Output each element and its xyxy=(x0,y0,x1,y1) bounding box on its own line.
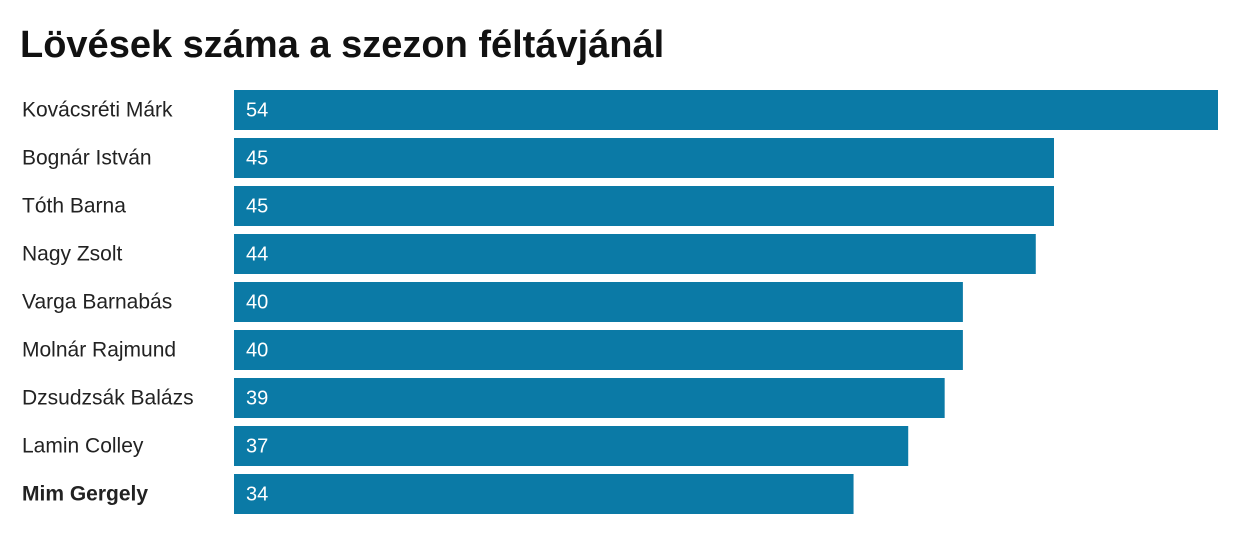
category-label: Tóth Barna xyxy=(22,195,126,218)
value-label: 45 xyxy=(246,195,268,217)
category-label: Lamin Colley xyxy=(22,435,144,458)
value-label: 40 xyxy=(246,291,268,313)
value-label: 40 xyxy=(246,339,268,361)
category-label: Kovácsréti Márk xyxy=(22,99,173,122)
bar xyxy=(234,330,963,370)
bar xyxy=(234,474,854,514)
value-label: 34 xyxy=(246,483,268,505)
category-label: Varga Barnabás xyxy=(22,291,172,314)
value-label: 45 xyxy=(246,147,268,169)
category-label: Dzsudzsák Balázs xyxy=(22,387,194,410)
category-label: Nagy Zsolt xyxy=(22,243,123,266)
bar xyxy=(234,378,945,418)
category-label: Mim Gergely xyxy=(22,483,148,506)
value-label: 39 xyxy=(246,387,268,409)
bar xyxy=(234,426,909,466)
value-label: 44 xyxy=(246,243,268,265)
category-label: Bognár István xyxy=(22,147,152,170)
bar xyxy=(234,234,1036,274)
bar xyxy=(234,282,963,322)
value-label: 54 xyxy=(246,99,268,121)
bar xyxy=(234,186,1054,226)
bar xyxy=(234,90,1218,130)
bar xyxy=(234,138,1054,178)
chart-title: Lövések száma a szezon féltávjánál xyxy=(20,24,664,66)
category-label: Molnár Rajmund xyxy=(22,339,176,362)
value-label: 37 xyxy=(246,435,268,457)
